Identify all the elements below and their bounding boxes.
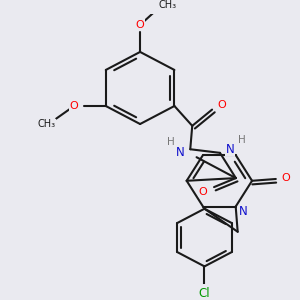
Text: N: N (239, 205, 248, 218)
Text: CH₃: CH₃ (37, 119, 56, 129)
Text: CH₃: CH₃ (159, 0, 177, 10)
Text: H: H (167, 137, 174, 147)
Text: N: N (176, 146, 185, 159)
Text: O: O (218, 100, 226, 110)
Text: O: O (70, 101, 78, 111)
Text: H: H (238, 135, 246, 145)
Text: Cl: Cl (199, 287, 210, 300)
Text: O: O (136, 20, 145, 30)
Text: O: O (281, 173, 290, 183)
Text: N: N (226, 143, 234, 156)
Text: O: O (199, 187, 208, 196)
